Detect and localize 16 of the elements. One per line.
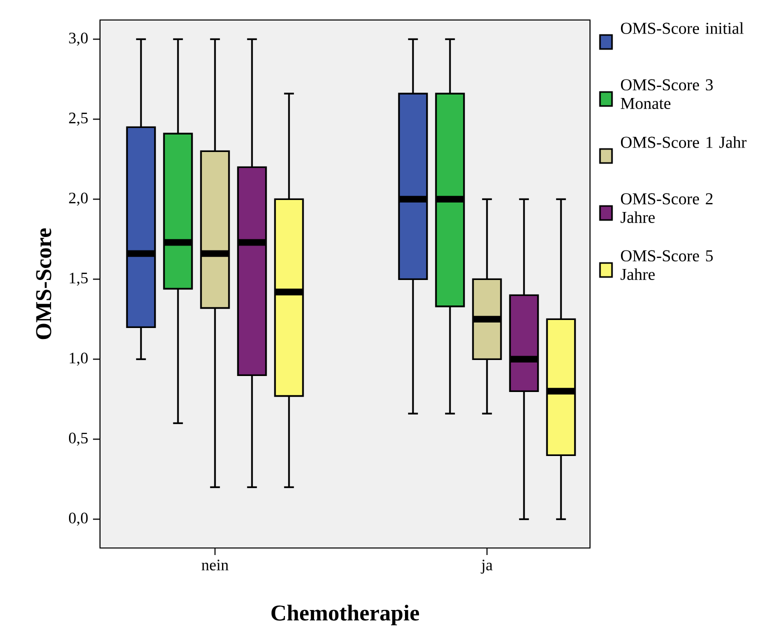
y-tick-label: 0,5 (68, 432, 88, 446)
y-tick-label: 2,5 (69, 112, 88, 126)
x-axis-title: Chemotherapie (271, 604, 420, 626)
legend-label: OMS-Score 5 Jahre (620, 250, 713, 280)
x-tick-label: nein (202, 560, 228, 570)
y-tick-label: 0,0 (68, 512, 88, 526)
y-tick-label: 1,5 (70, 272, 88, 286)
y-tick-label: 2,0 (69, 192, 88, 206)
y-axis-title: OMS-Score (36, 228, 52, 340)
text: OMS-Score 1 Jahr (620, 136, 746, 148)
x-tick-label: ja (480, 560, 493, 574)
y-tick-label: 1,0 (70, 352, 88, 366)
legend-label: OMS-Score 3 Monate (620, 79, 713, 110)
legend-label: OMS-Score 2 Jahre (620, 193, 713, 224)
y-tick-label: 3,0 (69, 32, 88, 46)
text: OMS-Score initial (620, 22, 744, 34)
